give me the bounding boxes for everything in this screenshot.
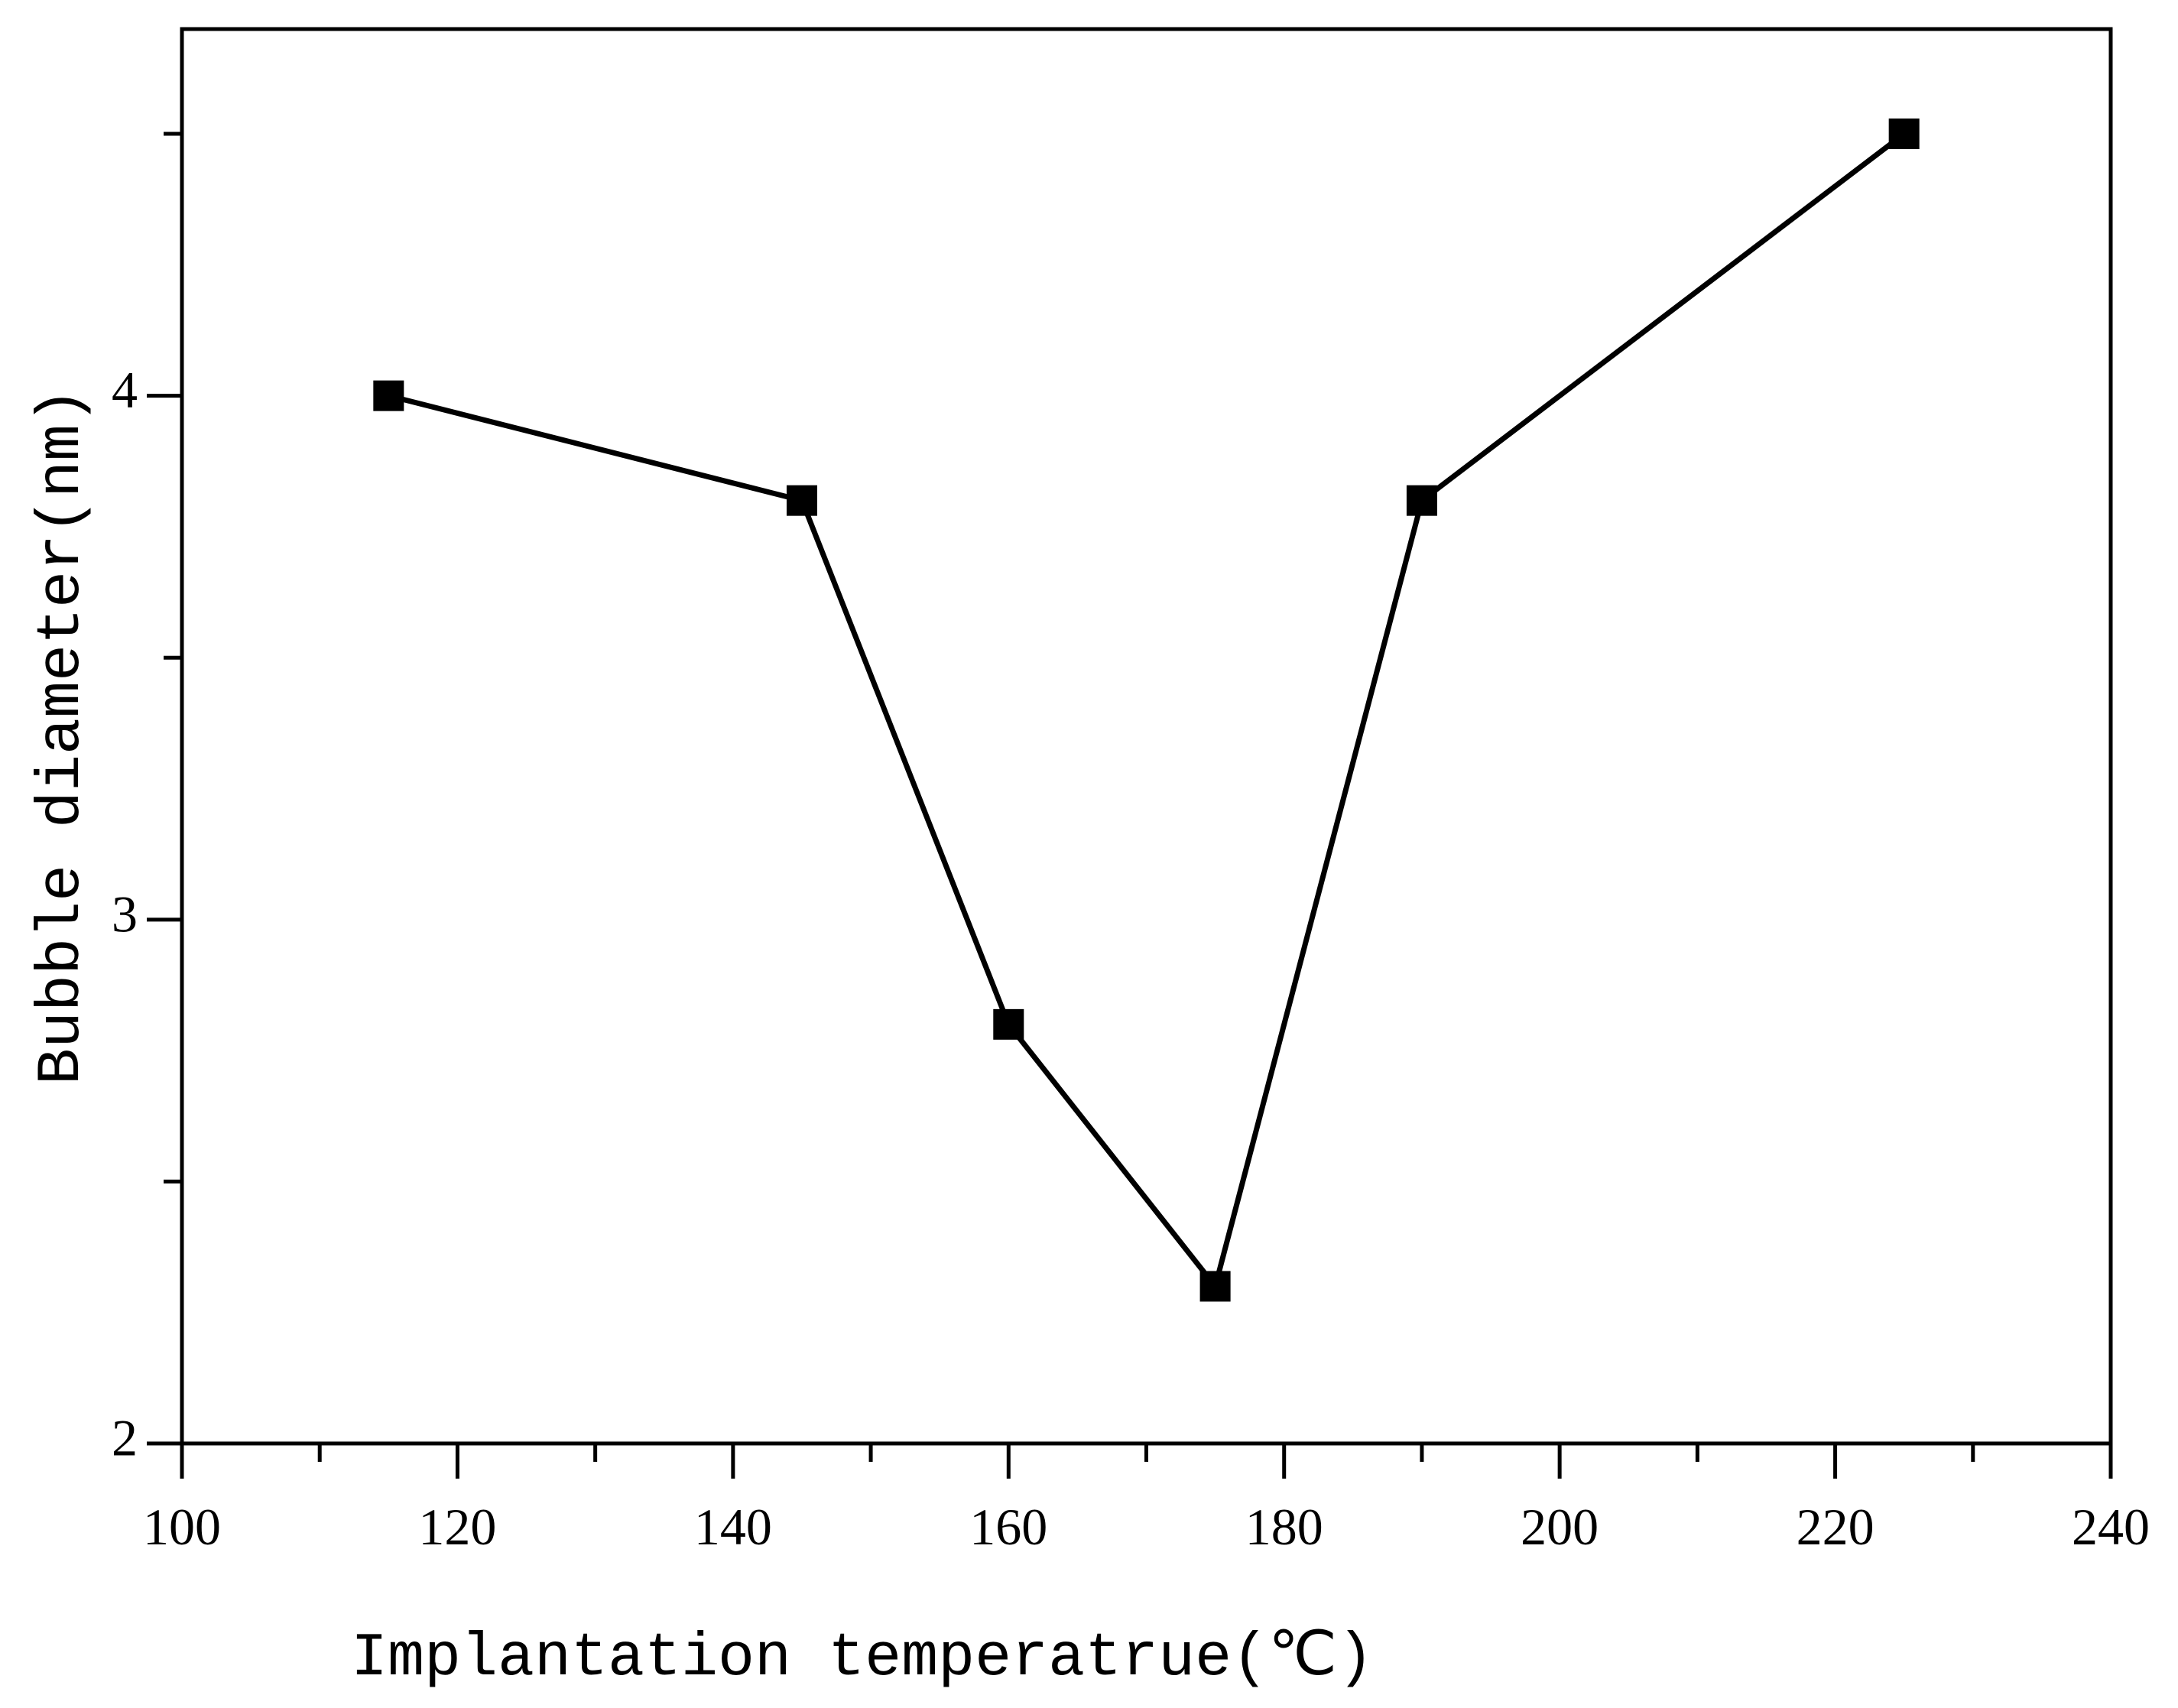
plot-frame bbox=[180, 27, 2113, 1446]
x-tick-label: 160 bbox=[969, 1498, 1047, 1556]
x-tick-label: 120 bbox=[418, 1498, 496, 1556]
data-point bbox=[1406, 485, 1437, 516]
y-tick-label: 2 bbox=[112, 1409, 138, 1467]
y-tick-label: 3 bbox=[112, 885, 138, 943]
x-tick-label: 180 bbox=[1245, 1498, 1323, 1556]
x-tick-label: 240 bbox=[2072, 1498, 2150, 1556]
x-tick-label: 100 bbox=[143, 1498, 221, 1556]
y-axis-label: Bubble diameter(nm) bbox=[28, 388, 97, 1085]
x-tick-label: 140 bbox=[694, 1498, 772, 1556]
y-tick-label: 4 bbox=[112, 361, 138, 419]
data-point bbox=[993, 1008, 1024, 1040]
series-layer bbox=[373, 119, 1920, 1302]
axis-ticks bbox=[147, 132, 2113, 1479]
series-line bbox=[388, 132, 1906, 1293]
x-axis-label: Implantation temperatrue(℃) bbox=[351, 1624, 1374, 1693]
data-point bbox=[1199, 1271, 1231, 1302]
x-tick-label: 200 bbox=[1521, 1498, 1599, 1556]
x-tick-label: 220 bbox=[1797, 1498, 1875, 1556]
axis-tick-labels: 100 120 140 160 180 200 220 240 2 3 4 bbox=[112, 361, 2150, 1556]
data-point bbox=[1888, 119, 1920, 150]
data-point bbox=[373, 380, 404, 411]
data-point bbox=[786, 485, 817, 516]
